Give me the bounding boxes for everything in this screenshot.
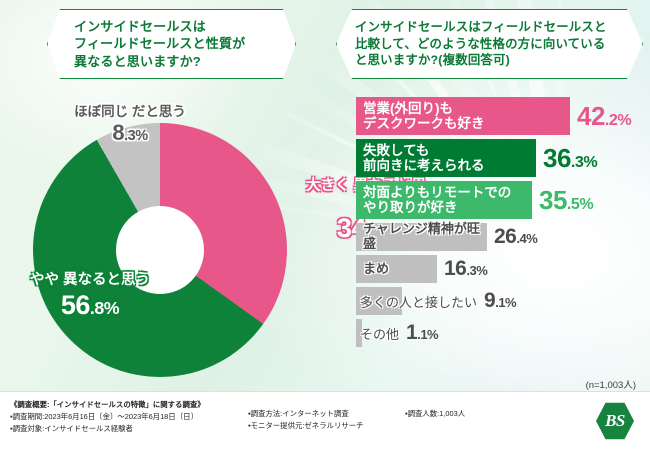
bar-row: 多くの人と接したい 9.1% [356, 287, 646, 315]
bar-row: チャレンジ精神が旺盛 26.4% [356, 221, 646, 251]
bar-row: 失敗しても 前向きに考えられる 36.3% [356, 139, 646, 177]
bar-row: 営業(外回り)も デスクワークも好き 42.2% [356, 97, 646, 135]
bar-segment: まめ [356, 255, 437, 283]
footer-survey-overview: 《調査概要:「インサイドセールスの特徴」に関する調査》 ▪調査期間:2023年6… [10, 399, 205, 435]
donut-center-hole [116, 206, 204, 294]
footer: 《調査概要:「インサイドセールスの特徴」に関する調査》 ▪調査期間:2023年6… [0, 391, 650, 450]
bar-row: その他 1.1% [356, 319, 646, 347]
question-banner-right: インサイドセールスはフィールドセールスと 比較して、どのような性格の方に向いてい… [336, 9, 643, 79]
bar-segment [356, 319, 362, 347]
bar-label: チャレンジ精神が旺盛 [363, 221, 480, 251]
bar-label: その他 [360, 326, 400, 342]
bar-label-overflow: その他 1.1% [360, 319, 439, 347]
bar-value: 1.1% [406, 321, 439, 344]
bar-segment: 失敗しても 前向きに考えられる [356, 139, 536, 177]
bar-value: 36.3% [543, 142, 598, 173]
bar-value: 16.3% [444, 257, 488, 280]
bar-label: 対面よりもリモートでの やり取りが好き [363, 184, 512, 215]
bar-chart: 営業(外回り)も デスクワークも好き 42.2% 失敗しても 前向きに考えられる 36… [356, 97, 646, 351]
bs-logo-icon: BS [596, 402, 634, 440]
bar-label: まめ [363, 260, 390, 276]
bar-segment: 対面よりもリモートでの やり取りが好き [356, 181, 532, 219]
sample-size-note: (n=1,003人) [585, 380, 636, 391]
question-banner-left-text: インサイドセールスは フィールドセールスと性質が 異なると思いますか? [74, 19, 246, 69]
question-banner-right-text: インサイドセールスはフィールドセールスと 比較して、どのような性格の方に向いてい… [355, 20, 607, 68]
bar-label: 失敗しても 前向きに考えられる [363, 142, 485, 173]
donut-label-name: ほぼ同じ だと思う [74, 104, 186, 119]
bs-logo-text: BS [605, 411, 625, 430]
footer-overview-title: 《調査概要:「インサイドセールスの特徴」に関する調査》 [10, 400, 205, 409]
footer-method: ▪調査方法:インターネット調査 [248, 409, 349, 418]
bar-segment: 営業(外回り)も デスクワークも好き [356, 97, 570, 135]
bar-segment [356, 287, 402, 315]
footer-count-column: ▪調査人数:1,003人 [405, 408, 465, 420]
bar-row: 対面よりもリモートでの やり取りが好き 35.5% [356, 181, 646, 219]
bar-value: 9.1% [484, 289, 517, 312]
footer-count: ▪調査人数:1,003人 [405, 409, 466, 418]
bar-segment: チャレンジ精神が旺盛 [356, 221, 487, 251]
bar-row: まめ 16.3% [356, 255, 646, 283]
bar-value: 42.2% [577, 100, 632, 131]
bar-value: 35.5% [539, 184, 594, 215]
donut-chart [33, 123, 287, 377]
footer-method-column: ▪調査方法:インターネット調査 ▪モニター提供元:ゼネラルリサーチ [248, 408, 364, 432]
bar-label: 営業(外回り)も デスクワークも好き [363, 100, 485, 131]
question-banner-left: インサイドセールスは フィールドセールスと性質が 異なると思いますか? [47, 9, 296, 79]
footer-monitor: ▪モニター提供元:ゼネラルリサーチ [248, 420, 364, 430]
bar-value: 26.4% [494, 225, 538, 248]
footer-period: ▪調査期間:2023年6月16日〔金〕〜2023年6月18日〔日〕 [10, 411, 198, 421]
footer-target: ▪調査対象:インサイドセールス経験者 [10, 423, 133, 433]
